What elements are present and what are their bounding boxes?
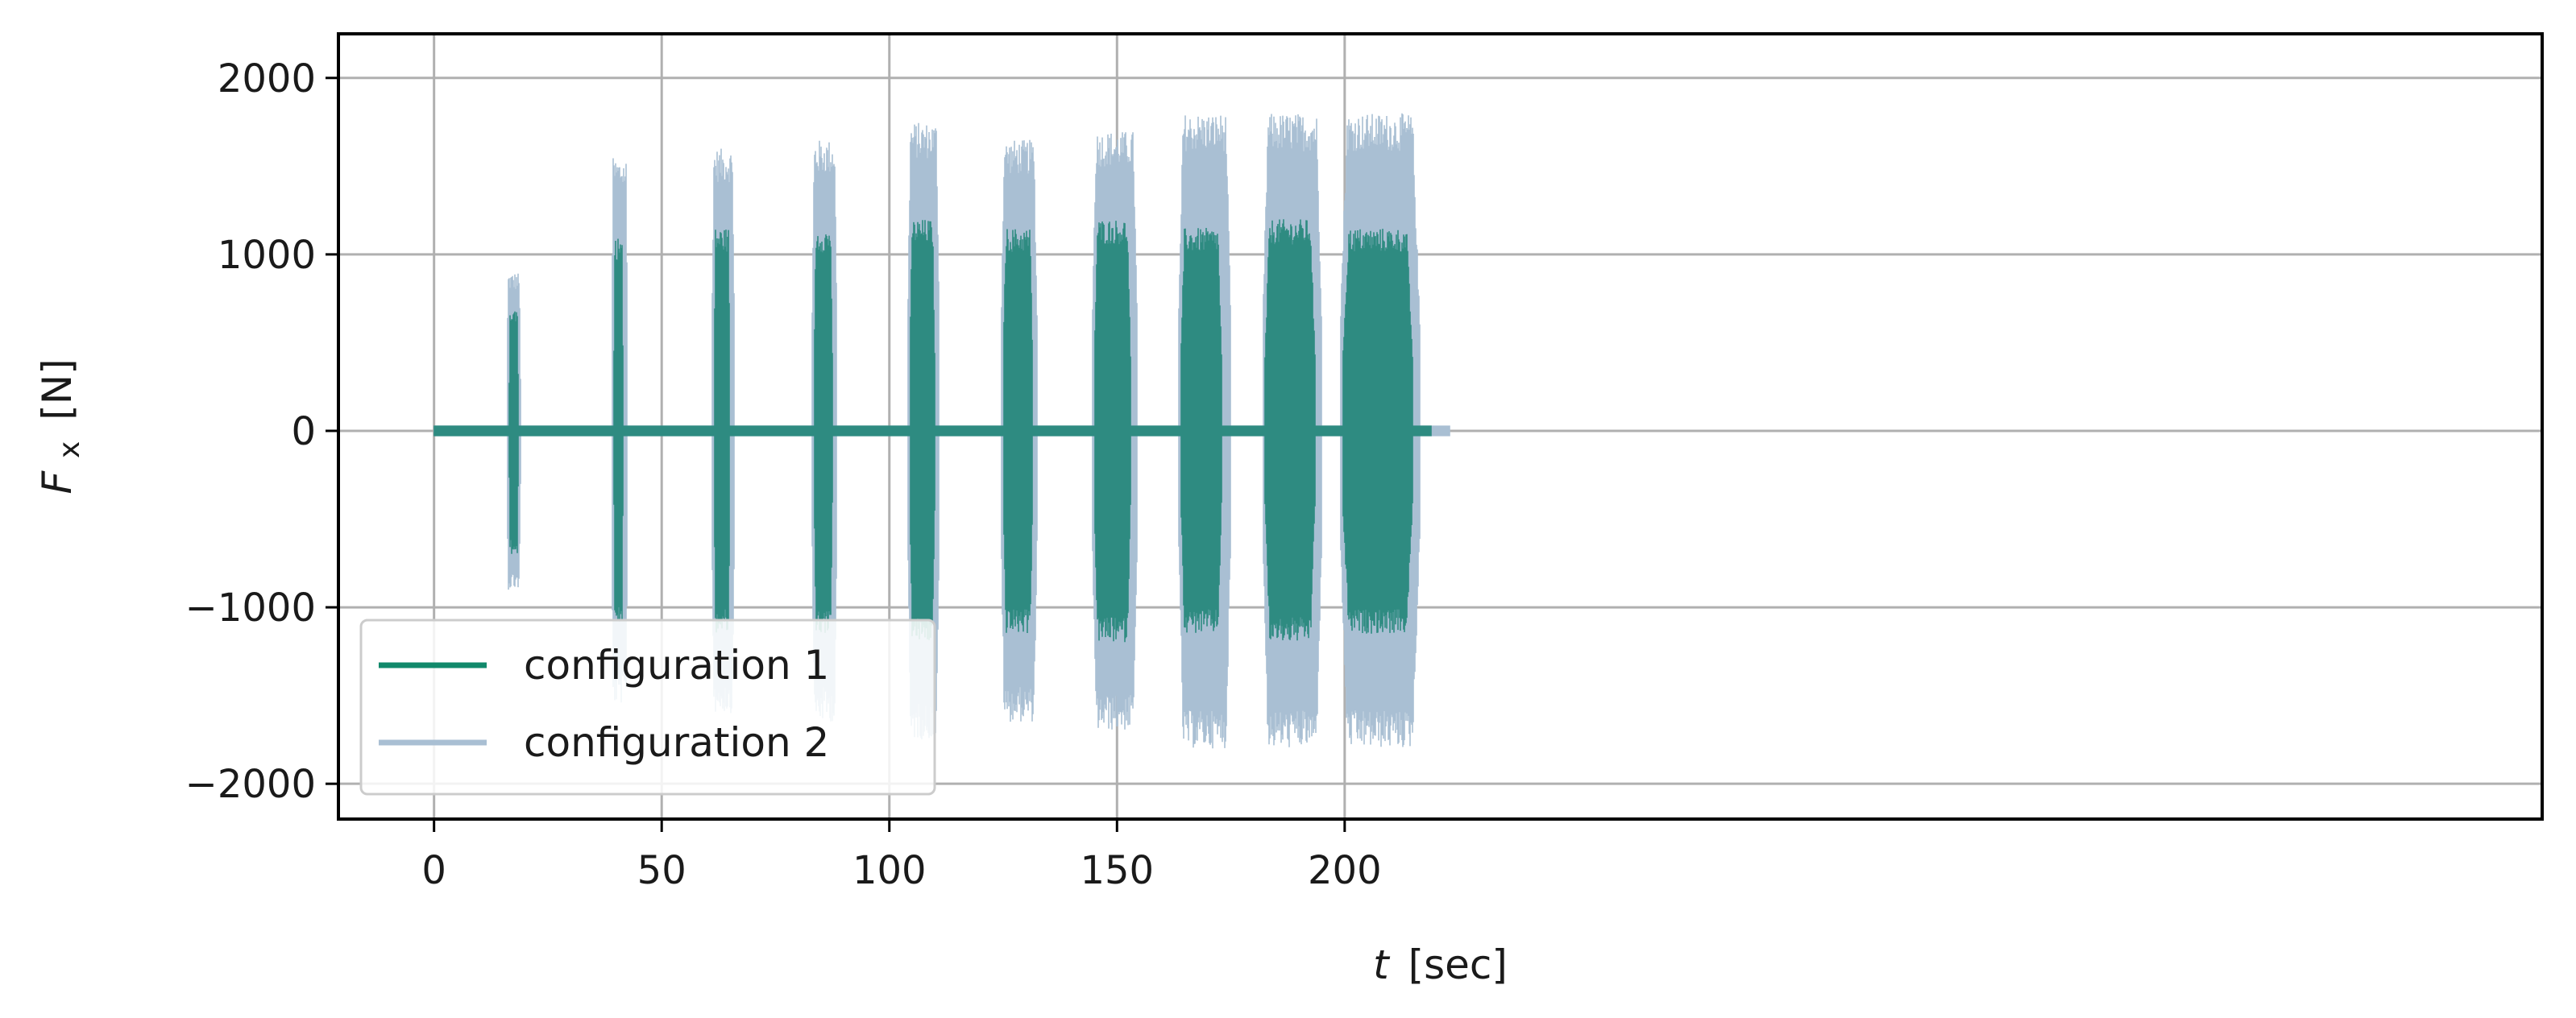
series-configuration-1 — [433, 219, 1432, 643]
y-tick-labels: −2000 −1000 0 1000 2000 — [185, 56, 316, 807]
x-tick-label: 50 — [637, 848, 687, 893]
plot-frame — [337, 32, 2544, 821]
x-tick-label: 200 — [1308, 848, 1382, 893]
legend-label-configuration-1: configuration 1 — [524, 642, 829, 689]
tick-marks — [326, 77, 1346, 832]
x-tick-label: 0 — [421, 848, 446, 893]
x-tick-label: 100 — [852, 848, 927, 893]
x-axis-unit: [sec] — [1408, 941, 1508, 988]
y-tick-label: 2000 — [218, 56, 316, 101]
y-axis-variable: F — [34, 470, 81, 495]
legend-box — [359, 619, 936, 796]
x-axis-label: t [sec] — [1373, 941, 1508, 988]
x-axis-variable: t — [1373, 941, 1391, 988]
y-tick-label: 1000 — [218, 233, 316, 278]
x-tick-labels: 0 50 100 150 200 — [421, 848, 1381, 893]
legend: configuration 1 configuration 2 — [359, 619, 936, 796]
x-tick-label: 150 — [1080, 848, 1154, 893]
y-tick-label: −2000 — [185, 762, 316, 807]
y-axis-unit: [N] — [34, 358, 81, 420]
y-tick-label: −1000 — [185, 586, 316, 631]
plot-series — [433, 113, 1450, 749]
legend-label-configuration-2: configuration 2 — [524, 719, 829, 766]
y-tick-label: 0 — [291, 409, 316, 454]
y-axis-subscript: x — [53, 441, 86, 458]
y-axis-label: F x [N] — [34, 358, 89, 494]
